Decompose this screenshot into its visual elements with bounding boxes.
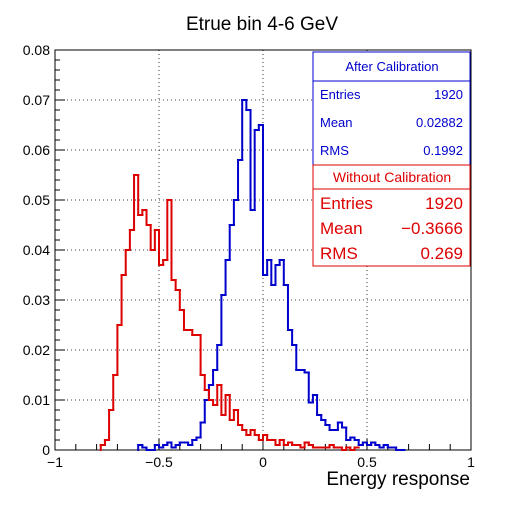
x-tick-label: −1 <box>47 454 63 470</box>
y-tick-label: 0.03 <box>23 292 50 308</box>
stats-without-rms-label: RMS <box>320 244 358 263</box>
series-after-calibration <box>137 99 406 451</box>
stats-without-title: Without Calibration <box>333 169 451 185</box>
stats-without-header-box <box>312 164 471 190</box>
y-tick-label: 0.06 <box>23 142 50 158</box>
chart-title: Etrue bin 4-6 GeV <box>186 14 338 35</box>
stats-without-rms-value: 0.269 <box>420 244 463 263</box>
x-tick-label: 0 <box>259 454 267 470</box>
series-without-calibration <box>99 174 360 451</box>
stats-without-mean-value: −0.3666 <box>401 219 463 238</box>
stats-without-mean-label: Mean <box>320 219 363 238</box>
y-tick-label: 0.02 <box>23 342 50 358</box>
stats-without-entries-value: 1920 <box>425 194 463 213</box>
stats-box-after-calibration: After Calibration Entries 1920 Mean 0.02… <box>312 51 471 166</box>
stats-after-mean-value: 0.02882 <box>416 115 463 130</box>
stats-after-entries-value: 1920 <box>434 87 463 102</box>
x-tick-label: −0.5 <box>145 454 173 470</box>
y-tick-label: 0.01 <box>23 392 50 408</box>
y-tick-label: 0.08 <box>23 42 50 58</box>
stats-after-rms-label: RMS <box>320 143 349 158</box>
stats-after-entries-label: Entries <box>320 87 361 102</box>
y-tick-label: 0.05 <box>23 192 50 208</box>
y-tick-label: 0 <box>42 442 50 458</box>
stats-after-header-box <box>312 51 471 82</box>
x-tick-label: 0.5 <box>357 454 377 470</box>
stats-after-mean-label: Mean <box>320 115 353 130</box>
x-axis-label: Energy response <box>326 469 470 490</box>
series-layer <box>99 99 406 451</box>
x-tick-label: 1 <box>467 454 475 470</box>
stats-box-without-calibration: Without Calibration Entries 1920 Mean −0… <box>312 164 471 267</box>
y-tick-label: 0.07 <box>23 92 50 108</box>
y-axis-ticks: 0 0.01 0.02 0.03 0.04 0.05 0.06 0.07 0.08 <box>23 42 65 458</box>
stats-after-rms-value: 0.1992 <box>423 143 463 158</box>
stats-after-title: After Calibration <box>345 59 438 74</box>
stats-without-body-box <box>312 188 471 267</box>
stats-after-body-box <box>312 80 471 166</box>
y-tick-label: 0.04 <box>23 242 50 258</box>
stats-without-entries-label: Entries <box>320 194 373 213</box>
